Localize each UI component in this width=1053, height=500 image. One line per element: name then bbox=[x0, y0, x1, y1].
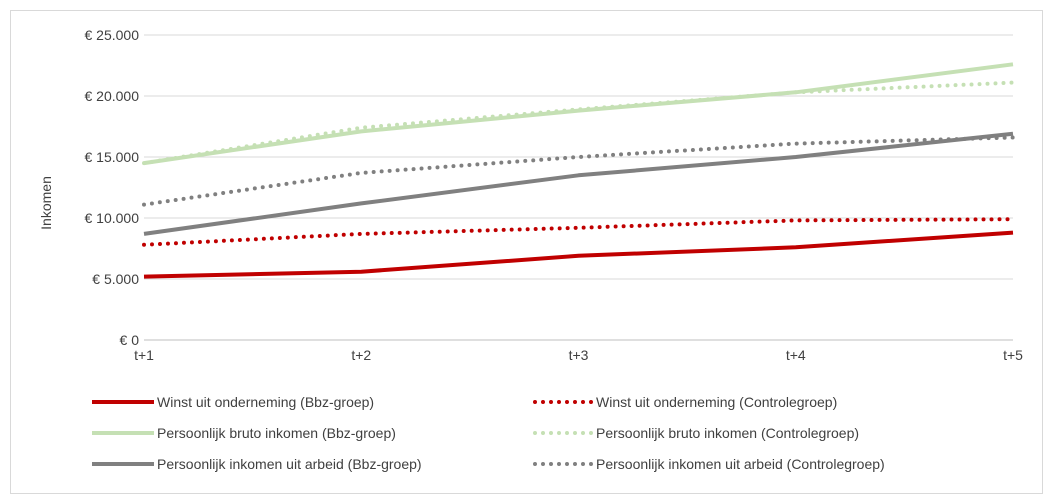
legend-label: Persoonlijk inkomen uit arbeid (Bbz-groe… bbox=[157, 456, 422, 472]
y-axis-label: Inkomen bbox=[38, 176, 54, 230]
y-tick-label: € 5.000 bbox=[92, 271, 139, 287]
series-line bbox=[143, 131, 1014, 236]
x-tick-label: t+3 bbox=[569, 347, 589, 363]
chart-frame: € 0 € 5.000 € 10.000 € 15.000 € 20.000 € 25.0… bbox=[10, 10, 1043, 494]
data-series bbox=[142, 62, 1015, 279]
legend-label: Winst uit onderneming (Bbz-groep) bbox=[157, 394, 374, 410]
legend: Winst uit onderneming (Bbz-groep) Winst u… bbox=[92, 394, 885, 472]
y-tick-label: € 10.000 bbox=[85, 210, 140, 226]
y-tick-label: € 20.000 bbox=[85, 88, 140, 104]
x-tick-label: t+4 bbox=[786, 347, 806, 363]
x-tick-label: t+2 bbox=[351, 347, 371, 363]
legend-label: Winst uit onderneming (Controlegroep) bbox=[596, 394, 837, 410]
legend-label: Persoonlijk bruto inkomen (Bbz-groep) bbox=[157, 425, 396, 441]
gridlines bbox=[144, 34, 1013, 341]
series-line bbox=[143, 62, 1014, 166]
y-tick-label: € 15.000 bbox=[85, 149, 140, 165]
y-axis-tick-labels: € 0 € 5.000 € 10.000 € 15.000 € 20.000 € 25.0… bbox=[85, 27, 140, 348]
series-line bbox=[142, 80, 1015, 166]
legend-label: Persoonlijk bruto inkomen (Controlegroep… bbox=[596, 425, 859, 441]
y-tick-label: € 25.000 bbox=[85, 27, 140, 43]
series-line bbox=[142, 135, 1015, 207]
series-line bbox=[142, 217, 1015, 247]
x-tick-label: t+5 bbox=[1003, 347, 1023, 363]
x-axis-tick-labels: t+1 t+2 t+3 t+4 t+5 bbox=[134, 347, 1023, 363]
legend-label: Persoonlijk inkomen uit arbeid (Controle… bbox=[596, 456, 885, 472]
x-tick-label: t+1 bbox=[134, 347, 154, 363]
y-tick-label: € 0 bbox=[120, 332, 140, 348]
line-chart: € 0 € 5.000 € 10.000 € 15.000 € 20.000 € 25.0… bbox=[38, 27, 1023, 472]
series-line bbox=[143, 230, 1014, 279]
